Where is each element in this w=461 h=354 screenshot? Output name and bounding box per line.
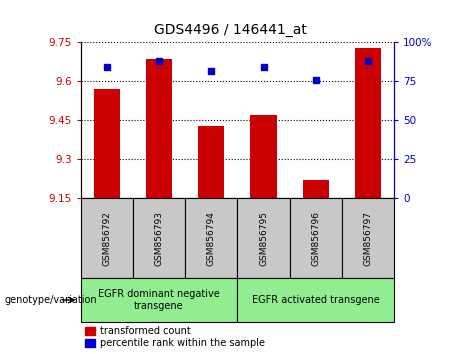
Text: EGFR dominant negative
transgene: EGFR dominant negative transgene [98, 289, 220, 311]
Bar [198, 126, 225, 198]
Bar [355, 48, 381, 198]
Bar [250, 115, 277, 198]
Text: GSM856792: GSM856792 [102, 211, 111, 266]
Text: transformed count: transformed count [100, 326, 191, 336]
Text: GSM856794: GSM856794 [207, 211, 216, 266]
Text: GDS4496 / 146441_at: GDS4496 / 146441_at [154, 23, 307, 37]
Bar [94, 89, 120, 198]
Text: GSM856796: GSM856796 [311, 211, 320, 266]
Text: GSM856797: GSM856797 [364, 211, 372, 266]
Bar [146, 59, 172, 198]
Text: GSM856795: GSM856795 [259, 211, 268, 266]
Text: EGFR activated transgene: EGFR activated transgene [252, 295, 380, 305]
Bar [303, 180, 329, 198]
Text: GSM856793: GSM856793 [154, 211, 164, 266]
Text: genotype/variation: genotype/variation [5, 295, 97, 305]
Text: percentile rank within the sample: percentile rank within the sample [100, 338, 265, 348]
